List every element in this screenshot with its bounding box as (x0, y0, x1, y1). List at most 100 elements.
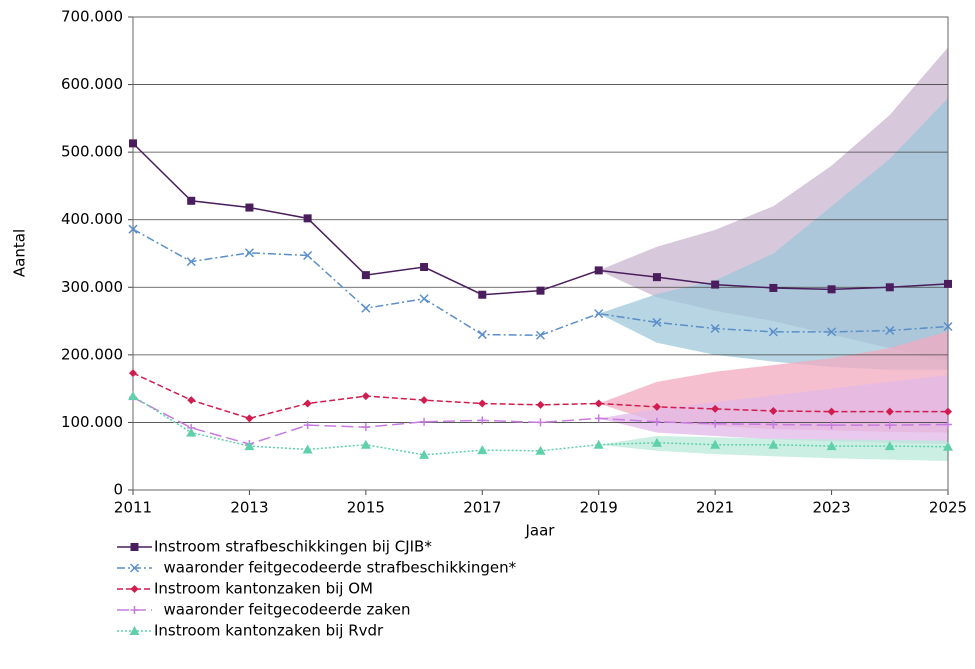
marker (768, 327, 778, 337)
marker (711, 280, 720, 289)
marker (651, 437, 662, 447)
plot-frame (132, 16, 949, 491)
marker (361, 423, 370, 432)
marker (420, 396, 429, 405)
series-line (132, 228, 949, 337)
marker (593, 439, 604, 449)
marker (302, 444, 313, 454)
marker (710, 323, 720, 334)
marker (128, 391, 138, 401)
marker (245, 414, 254, 423)
marker (478, 416, 487, 425)
y-tick-label: 400.000 (61, 210, 123, 228)
marker (186, 257, 196, 267)
x-tick-label: 2021 (696, 499, 734, 517)
marker (360, 439, 371, 449)
legend-marker (130, 585, 139, 593)
marker (419, 449, 430, 459)
marker (944, 420, 952, 429)
marker (769, 283, 778, 292)
marker (652, 417, 661, 426)
marker (536, 286, 545, 295)
y-tick-label: 300.000 (61, 278, 123, 296)
legend-marker (130, 543, 139, 551)
marker (303, 250, 313, 261)
marker (885, 283, 894, 292)
series-line (132, 396, 949, 445)
marker (769, 420, 778, 429)
marker (594, 414, 603, 423)
marker (652, 402, 661, 411)
marker (478, 290, 487, 299)
marker (594, 399, 603, 408)
legend-marker (129, 626, 140, 635)
marker (361, 392, 370, 401)
marker (244, 441, 255, 451)
marker (768, 439, 779, 449)
legend-marker (129, 563, 140, 573)
marker (885, 326, 895, 336)
marker (420, 417, 429, 426)
marker (536, 418, 545, 427)
y-tick-label: 100.000 (61, 413, 123, 431)
marker (943, 321, 953, 332)
marker (478, 399, 487, 408)
marker (827, 407, 836, 416)
y-tick-label: 700.000 (61, 8, 123, 26)
marker (535, 330, 546, 340)
y-tick-label: 500.000 (61, 143, 123, 161)
y-tick-label: 600.000 (61, 75, 123, 93)
marker (652, 273, 661, 282)
marker (885, 421, 894, 430)
legend-label: waaronder feitgecodeerde zaken (154, 601, 410, 619)
marker (419, 294, 429, 304)
marker (303, 214, 312, 223)
x-tick-label: 2013 (230, 499, 268, 517)
x-tick-label: 2017 (463, 499, 501, 517)
marker (827, 285, 836, 294)
marker (129, 369, 137, 378)
marker (943, 441, 953, 451)
marker (944, 279, 952, 288)
marker (885, 407, 894, 416)
legend-label: Instroom kantonzaken bij OM (154, 580, 373, 598)
marker (711, 404, 720, 413)
marker (594, 309, 604, 319)
x-tick-label: 2025 (929, 499, 967, 517)
y-axis-label: Aantal (11, 229, 29, 277)
marker (827, 327, 837, 337)
marker (303, 399, 312, 408)
legend-marker (130, 606, 139, 614)
marker (128, 224, 138, 234)
marker (244, 248, 254, 258)
marker (769, 406, 778, 415)
marker (129, 139, 137, 148)
y-tick-label: 0 (113, 481, 123, 499)
x-tick-label: 2015 (347, 499, 385, 517)
marker (187, 196, 196, 205)
x-tick-label: 2011 (114, 499, 152, 517)
legend-label: Instroom strafbeschikkingen bij CJIB* (154, 538, 432, 556)
marker (827, 421, 836, 430)
x-tick-label: 2023 (812, 499, 850, 517)
marker (361, 271, 370, 280)
x-axis-label: Jaar (525, 522, 556, 540)
marker (710, 439, 721, 449)
marker (477, 330, 487, 340)
marker (187, 396, 196, 405)
legend-label: Instroom kantonzaken bij Rvdr (154, 622, 384, 640)
y-tick-label: 200.000 (61, 345, 123, 363)
marker (652, 317, 662, 327)
marker (245, 203, 254, 212)
marker (594, 266, 603, 275)
marker (536, 400, 545, 409)
marker (535, 445, 546, 455)
marker (420, 263, 429, 272)
marker (884, 441, 895, 451)
confidence-band (598, 98, 948, 370)
x-tick-label: 2019 (580, 499, 618, 517)
marker (303, 421, 312, 430)
legend-label: waaronder feitgecodeerde strafbeschikkin… (154, 559, 517, 577)
marker (361, 303, 371, 313)
